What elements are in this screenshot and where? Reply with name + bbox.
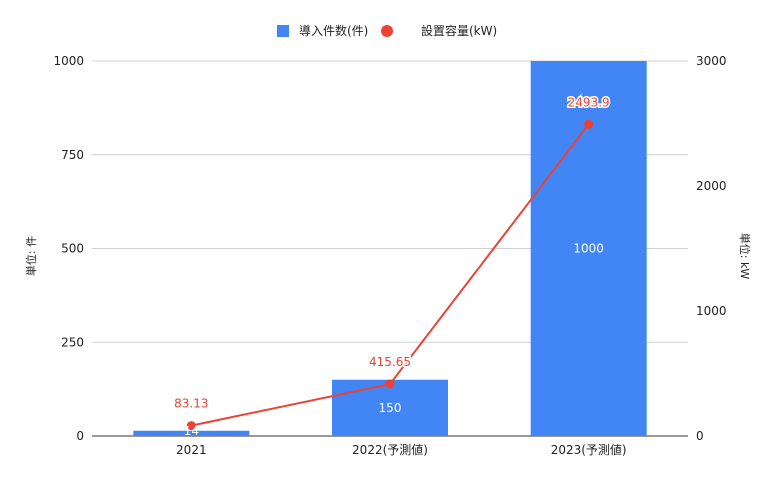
- line-data-label: 2493.9: [568, 95, 610, 109]
- y-tick-label-right: 1000: [696, 304, 727, 318]
- bar-data-label: 1000: [573, 242, 604, 256]
- legend-bar-label: 導入件数(件): [299, 24, 369, 38]
- line-point: [385, 379, 395, 389]
- bar: [332, 379, 448, 436]
- y-tick-label-left: 0: [76, 429, 84, 443]
- y-tick-label-left: 1000: [53, 54, 84, 68]
- line-data-label: 83.13: [174, 397, 208, 411]
- legend: 導入件数(件) 設置容量(kW): [0, 22, 776, 40]
- y-tick-label-left: 500: [61, 242, 84, 256]
- bar-data-label: 150: [379, 401, 402, 415]
- line-point: [186, 421, 196, 431]
- y-tick-label-right: 2000: [696, 179, 727, 193]
- legend-line-swatch: [381, 24, 393, 37]
- y-tick-label-left: 750: [61, 148, 84, 162]
- bar: [133, 430, 250, 436]
- y-tick-label-left: 250: [61, 335, 84, 349]
- legend-line-label: 設置容量(kW): [421, 24, 498, 38]
- legend-item-line: 設置容量(kW): [381, 22, 497, 39]
- bar-data-label: 14: [184, 424, 199, 438]
- x-tick-label: 2021: [176, 443, 207, 457]
- line-data-label: 415.65: [369, 355, 411, 369]
- x-tick-label: 2022(予測値): [352, 442, 428, 457]
- legend-item-bar: 導入件数(件): [277, 22, 368, 39]
- line-point: [584, 119, 594, 129]
- x-tick-label: 2023(予測値): [551, 442, 627, 457]
- y-tick-label-right: 3000: [696, 54, 727, 68]
- y-tick-label-right: 0: [696, 429, 704, 443]
- legend-bar-swatch: [277, 24, 289, 37]
